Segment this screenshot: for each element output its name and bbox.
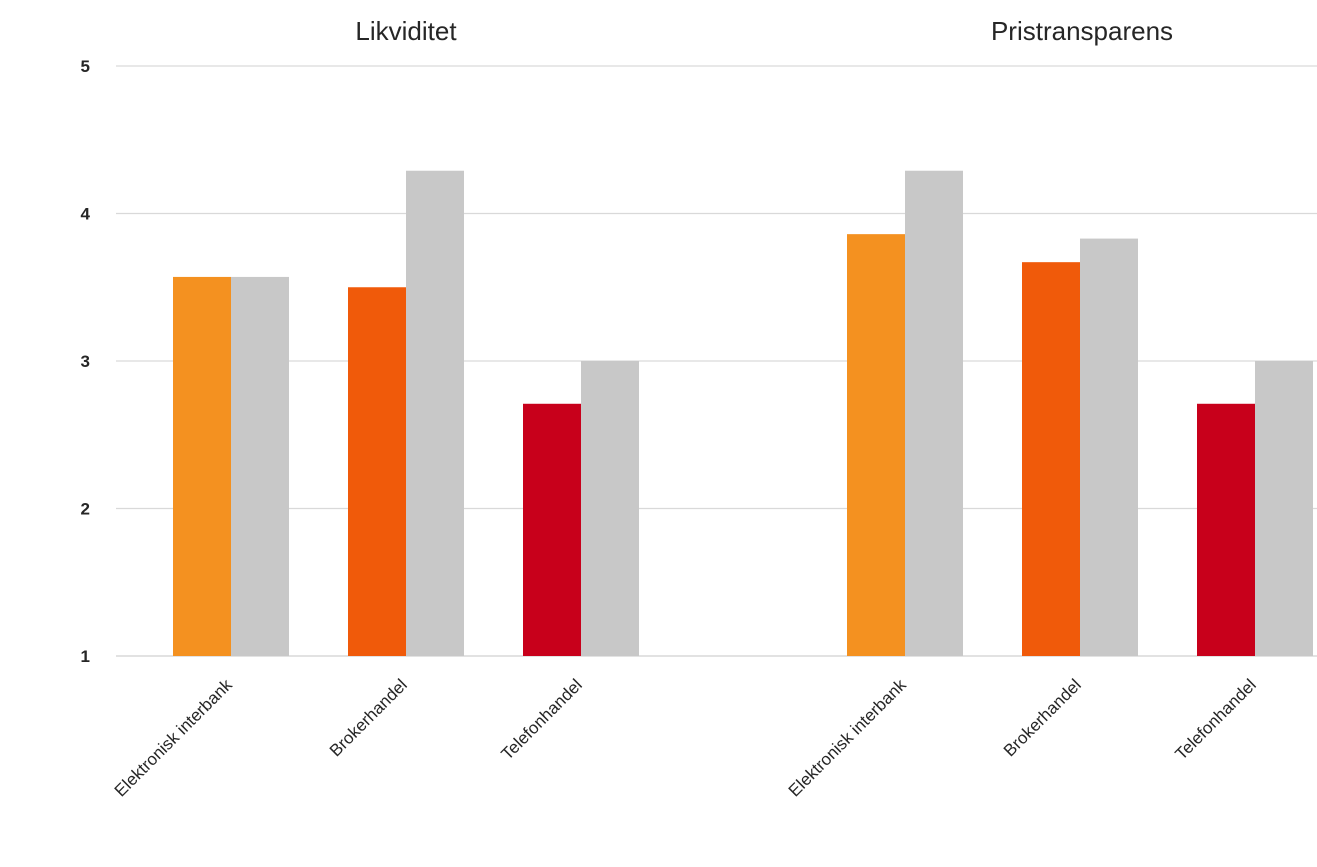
bar bbox=[348, 287, 406, 656]
y-tick-label: 2 bbox=[81, 500, 90, 519]
comparison-bar bbox=[581, 361, 639, 656]
comparison-bar bbox=[406, 170, 464, 656]
bar bbox=[847, 234, 905, 656]
category-label: Elektronisk interbank bbox=[111, 675, 236, 800]
y-tick-label: 5 bbox=[81, 57, 90, 76]
bar bbox=[1197, 403, 1255, 656]
category-label: Brokerhandel bbox=[326, 675, 411, 760]
y-tick-label: 4 bbox=[81, 205, 91, 224]
bar bbox=[173, 276, 231, 656]
bar bbox=[523, 403, 581, 656]
comparison-bar bbox=[1080, 238, 1138, 656]
comparison-bar bbox=[231, 276, 289, 656]
comparison-bar bbox=[1255, 361, 1313, 656]
panel: Likviditet Elektronisk interbank Brokerhan… bbox=[111, 16, 639, 800]
category-label: Elektronisk interbank bbox=[785, 675, 910, 800]
bar bbox=[1022, 262, 1080, 656]
category-label: Brokerhandel bbox=[1000, 675, 1085, 760]
category-label: Telefonhandel bbox=[498, 675, 586, 763]
y-tick-label: 3 bbox=[81, 352, 90, 371]
panel: Pristransparens Elektronisk interbank Brok… bbox=[785, 16, 1313, 800]
comparison-bar bbox=[905, 170, 963, 656]
panel-title: Pristransparens bbox=[991, 16, 1173, 46]
y-tick-label: 1 bbox=[81, 647, 90, 666]
panel-title: Likviditet bbox=[355, 16, 457, 46]
category-label: Telefonhandel bbox=[1172, 675, 1260, 763]
y-axis: 1 2 3 4 5 bbox=[81, 57, 91, 666]
chart-panels: Likviditet Elektronisk interbank Brokerhan… bbox=[111, 16, 1313, 800]
